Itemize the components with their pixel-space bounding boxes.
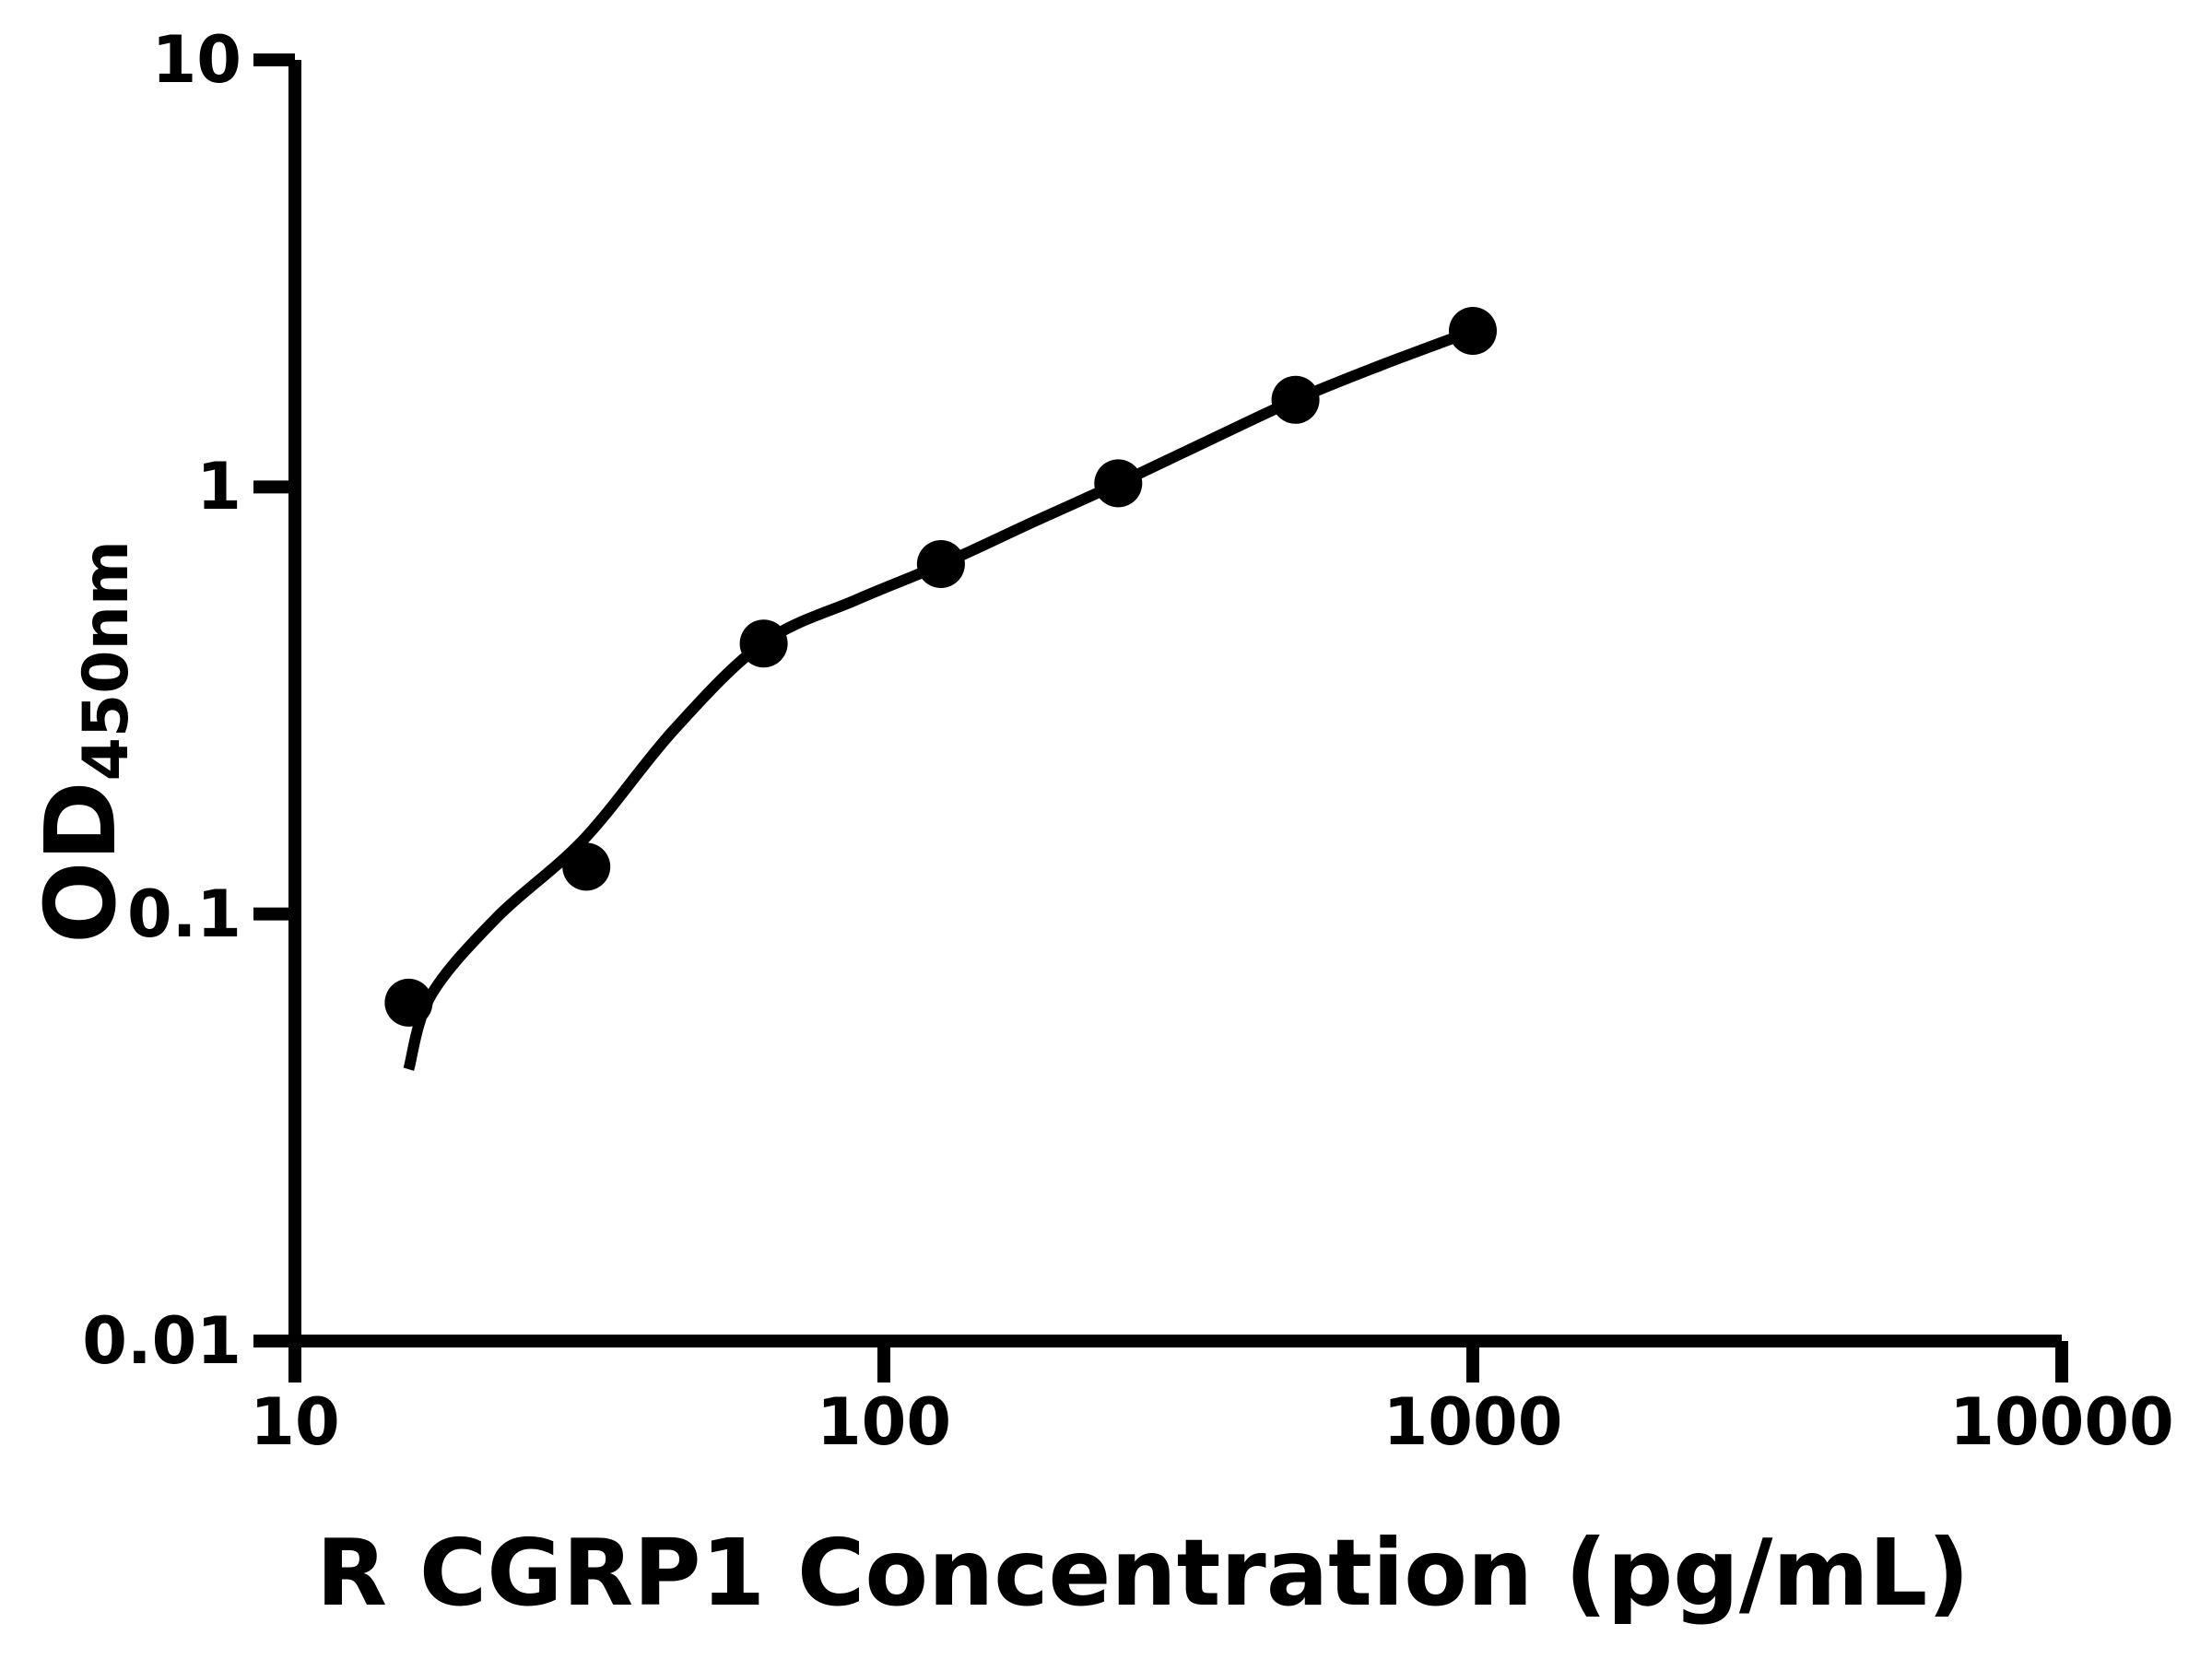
data-point bbox=[1094, 459, 1143, 508]
data-point bbox=[384, 978, 433, 1027]
y-axis-title-base: OD bbox=[25, 781, 137, 944]
data-point bbox=[1449, 307, 1497, 355]
y-tick-label-0p1: 0.1 bbox=[126, 876, 241, 952]
x-axis-title: R CGRP1 Concentration (pg/mL) bbox=[316, 1519, 1970, 1627]
data-point bbox=[739, 619, 788, 668]
fit-curve-line bbox=[403, 325, 1476, 1071]
data-point bbox=[1271, 375, 1320, 424]
y-tick-label-0p01: 0.01 bbox=[82, 1303, 241, 1379]
x-tick-label-1000: 1000 bbox=[1382, 1384, 1563, 1460]
y-axis-title: OD450nm bbox=[25, 540, 143, 944]
y-tick-label-10: 10 bbox=[151, 22, 241, 98]
y-tick-label-1: 1 bbox=[196, 449, 241, 525]
x-tick-label-10: 10 bbox=[250, 1384, 340, 1460]
y-axis-title-subscript: 450nm bbox=[69, 540, 143, 782]
axis-spine bbox=[288, 60, 2062, 1347]
x-tick-label-10000: 10000 bbox=[1949, 1384, 2174, 1460]
data-point bbox=[562, 842, 611, 891]
x-tick-label-100: 100 bbox=[816, 1384, 952, 1460]
data-point bbox=[916, 540, 965, 588]
